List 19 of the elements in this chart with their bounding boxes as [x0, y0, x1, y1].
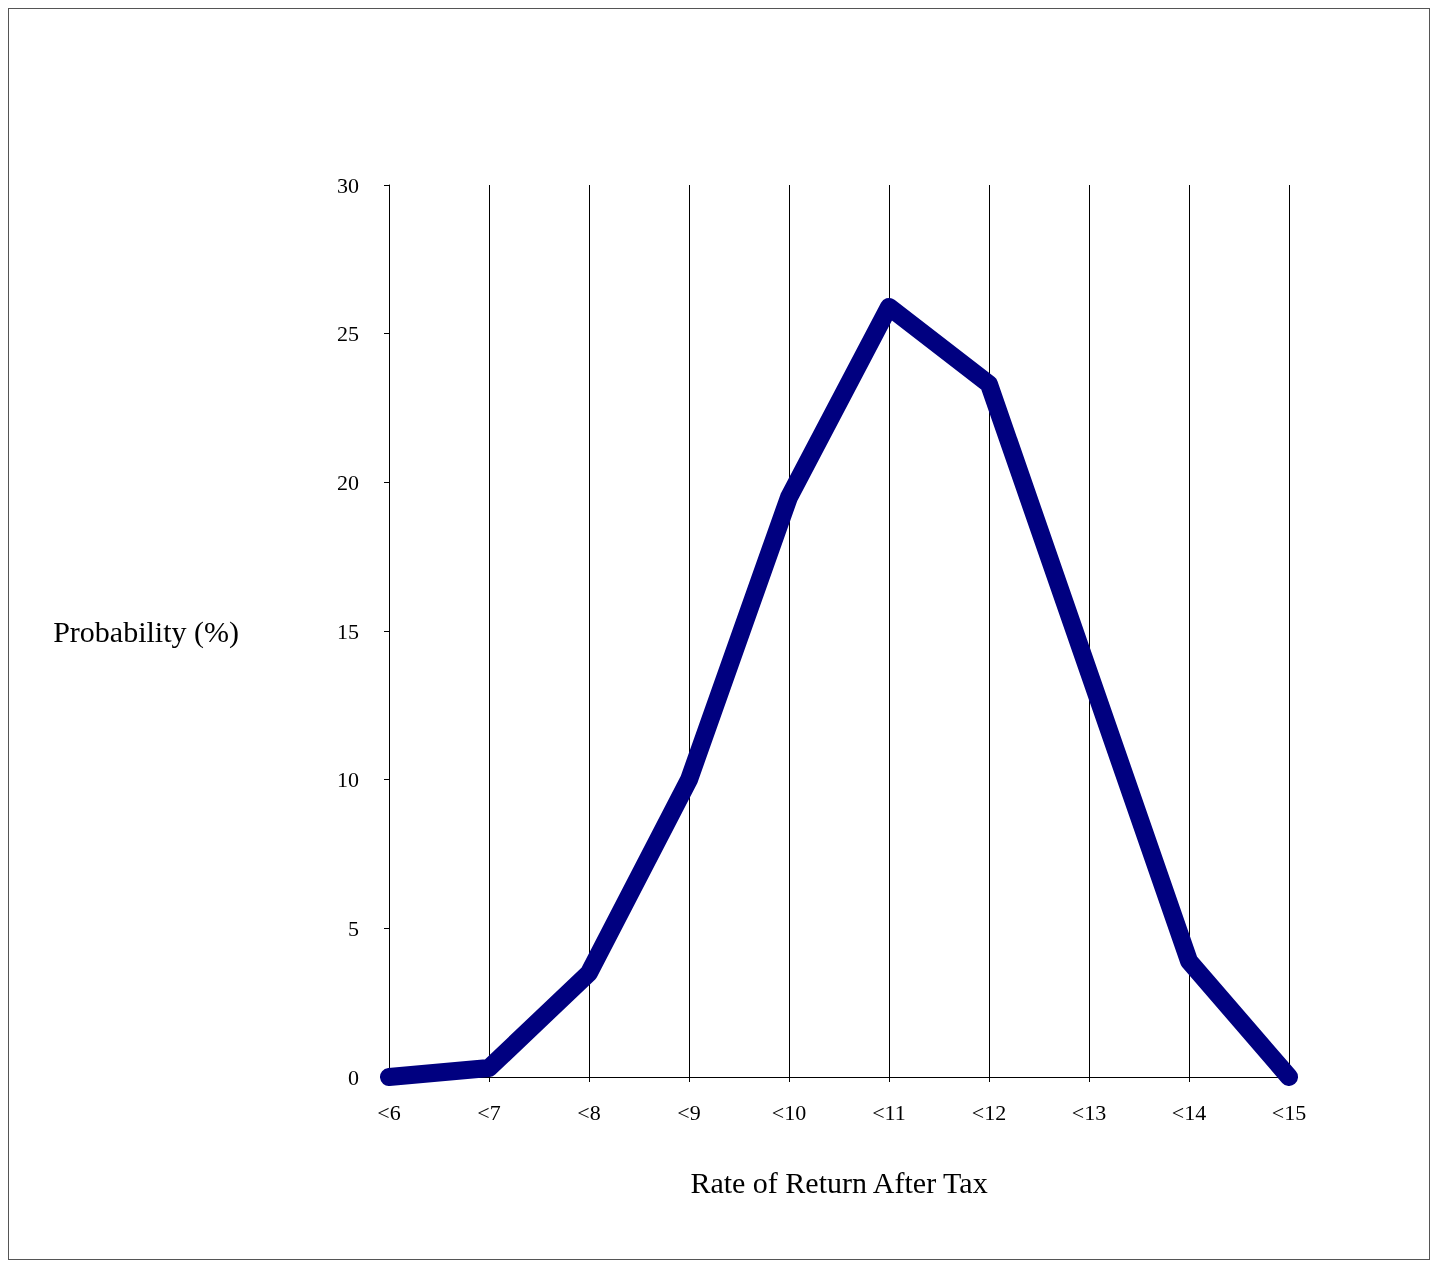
y-tick-label: 20 — [337, 469, 359, 495]
x-tick-label: <7 — [477, 1099, 501, 1125]
x-tick-label: <11 — [872, 1099, 906, 1125]
x-tick-label: <10 — [771, 1099, 807, 1125]
y-tick-label: 30 — [337, 172, 359, 198]
x-tick-label: <13 — [1071, 1099, 1107, 1125]
x-tick-label: <15 — [1271, 1099, 1307, 1125]
x-tick-label: <14 — [1171, 1099, 1207, 1125]
x-axis-title: Rate of Return After Tax — [690, 1165, 988, 1199]
y-tick-label: 5 — [348, 915, 359, 941]
y-tick-label: 15 — [337, 618, 359, 644]
x-tick-label: <9 — [677, 1099, 701, 1125]
x-tick-label: <12 — [971, 1099, 1007, 1125]
y-tick-label: 10 — [337, 767, 359, 793]
y-tick-label: 25 — [337, 321, 359, 347]
x-tick-label: <8 — [577, 1099, 601, 1125]
x-tick-label: <6 — [377, 1099, 401, 1125]
y-axis-title: Probability (%) — [53, 614, 239, 649]
y-tick-label: 0 — [348, 1064, 359, 1090]
